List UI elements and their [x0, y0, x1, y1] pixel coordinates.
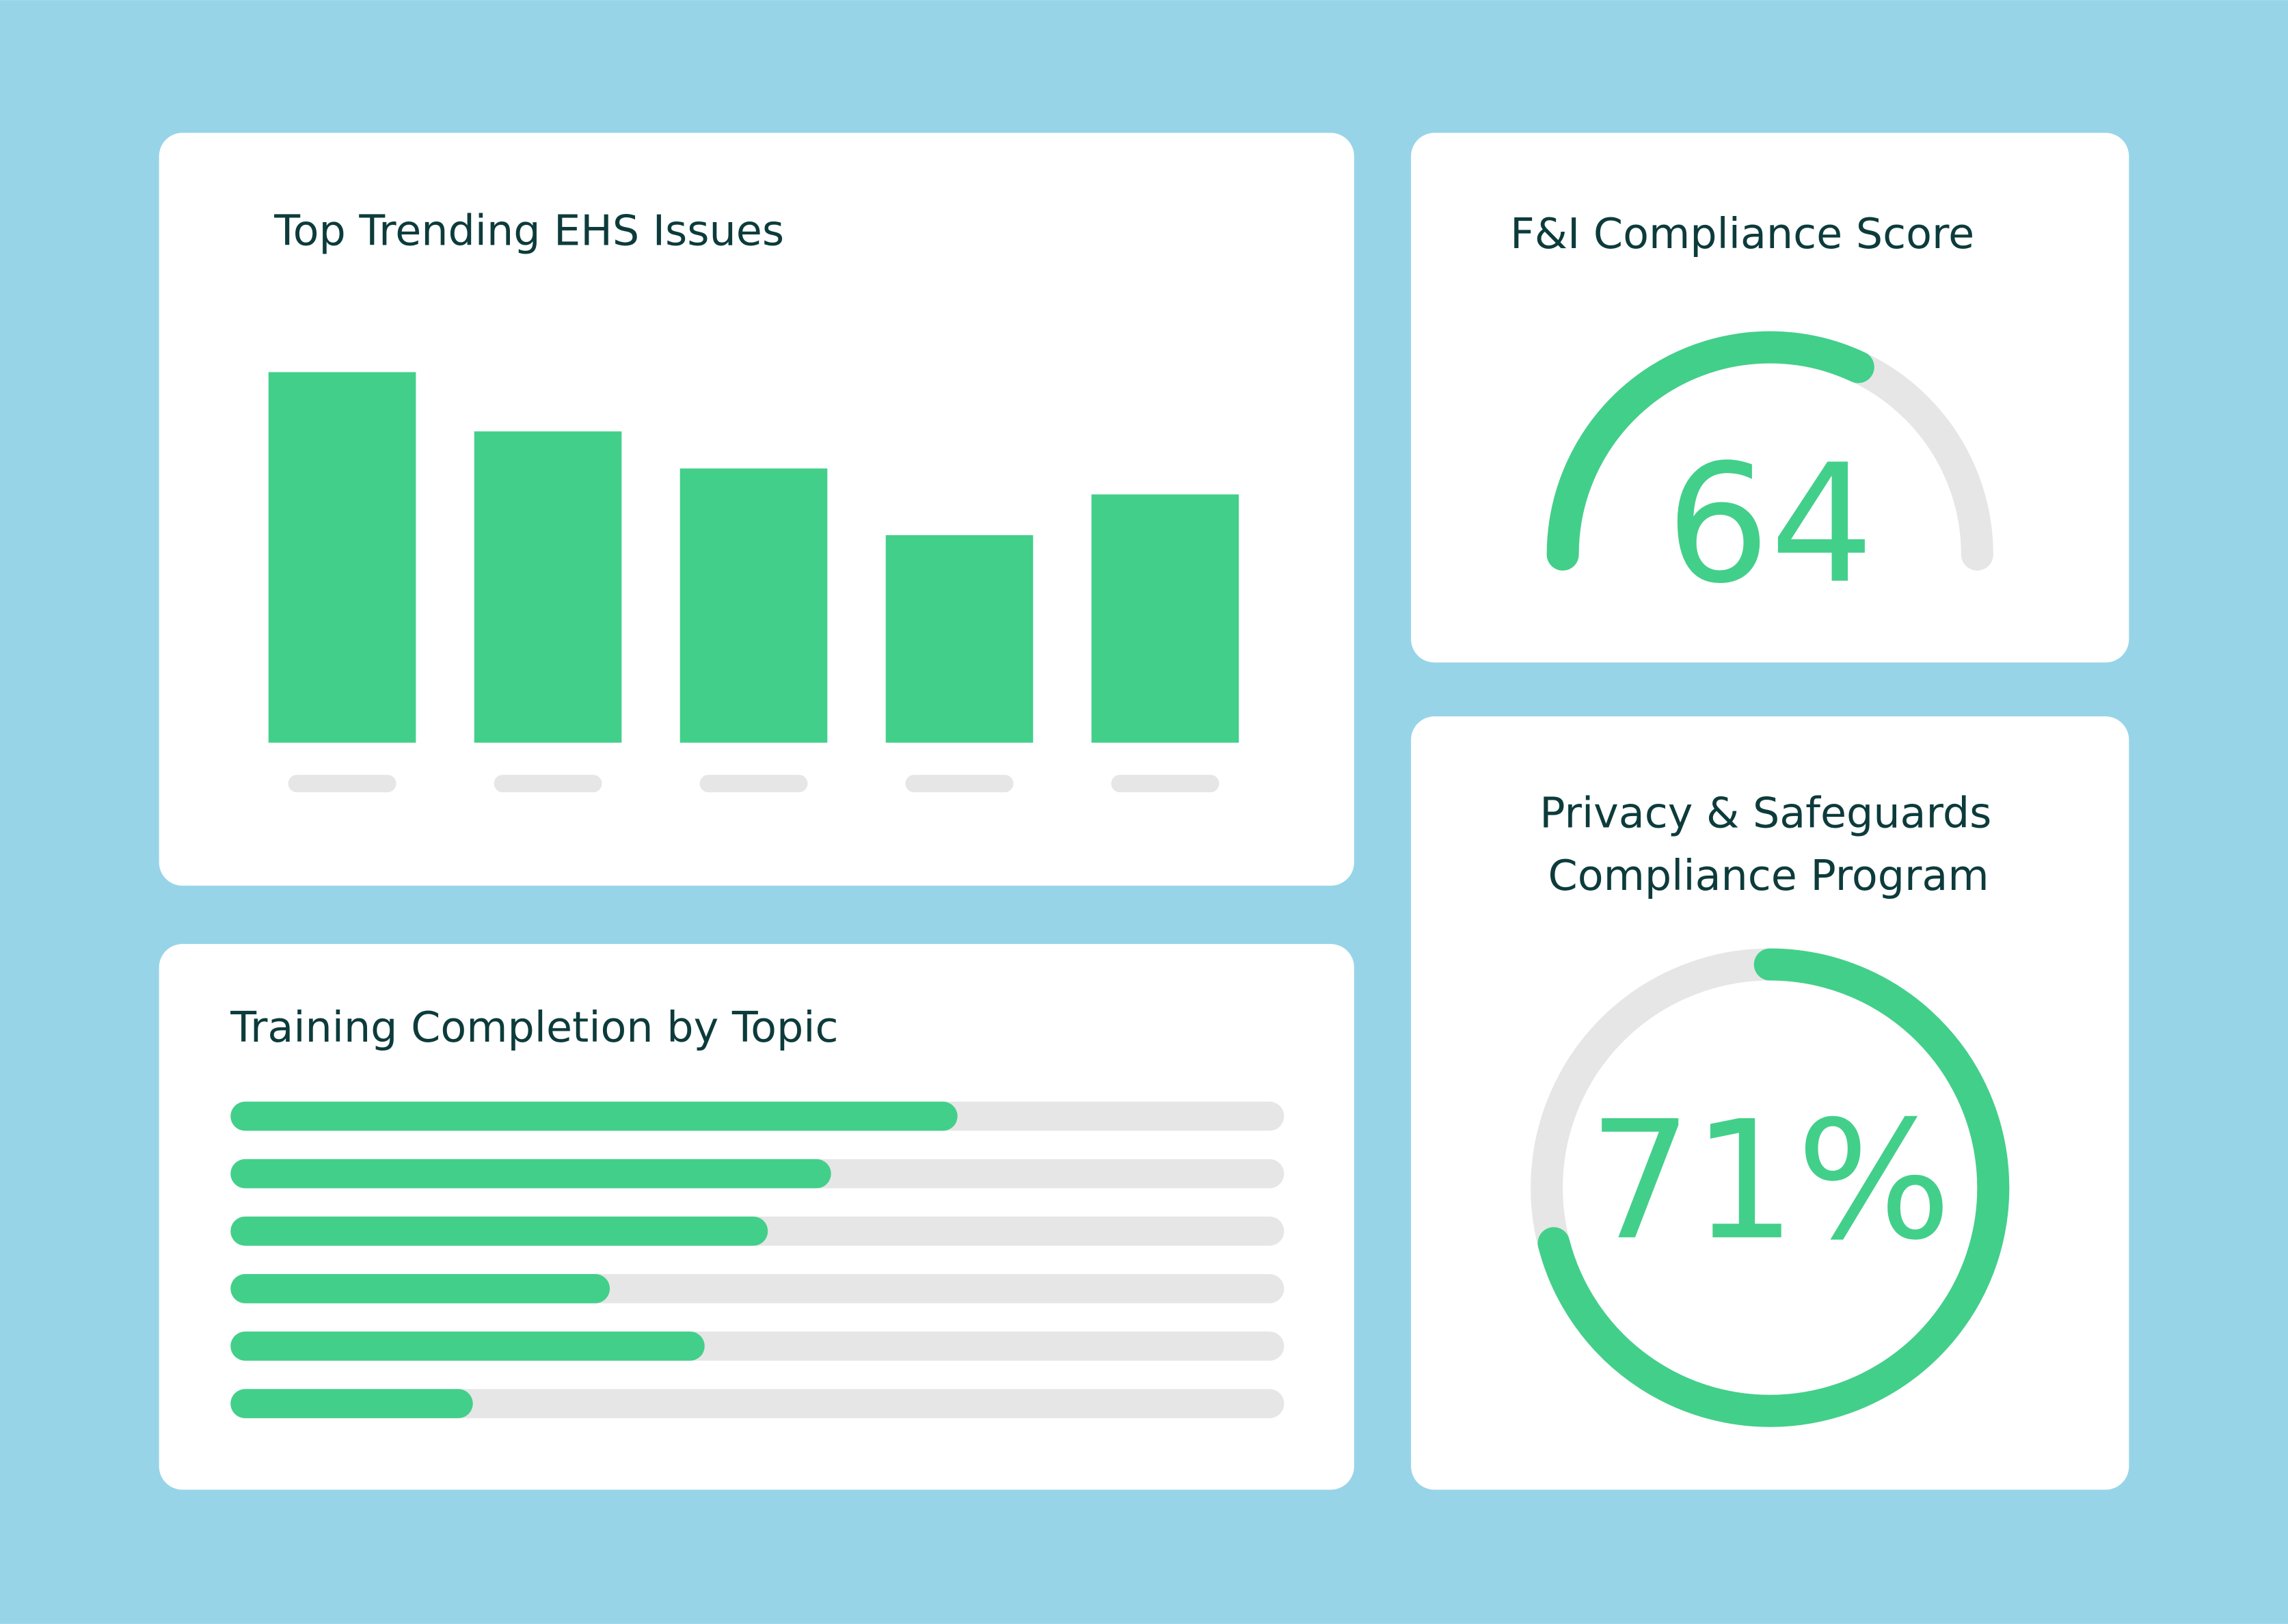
gauge-number: 64: [1666, 430, 1874, 620]
bar: [885, 534, 1034, 743]
bar: [268, 372, 416, 743]
label-placeholder: [494, 774, 602, 793]
label-placeholder: [699, 774, 808, 793]
card-title: Training Completion by Topic: [230, 1003, 838, 1052]
bar: [230, 1101, 958, 1131]
card-title: Compliance Program: [1548, 851, 1989, 900]
donut-value: [1537, 948, 2010, 1427]
bar-track: [230, 1389, 1284, 1418]
card-title: Privacy & Safeguards: [1539, 788, 1991, 837]
label-placeholder: [905, 774, 1014, 793]
bar: [230, 1274, 610, 1303]
card: [1411, 133, 2129, 663]
bar: [230, 1216, 768, 1246]
bar: [1091, 494, 1239, 743]
label-placeholder: [288, 774, 396, 793]
gauge-value: [1546, 331, 1874, 571]
bar: [230, 1389, 473, 1418]
card-title: Top Trending EHS Issues: [273, 206, 784, 256]
bar: [230, 1159, 831, 1189]
bar: [230, 1331, 705, 1361]
donut-number: 71%: [1589, 1086, 1952, 1276]
bar: [679, 468, 828, 743]
label-placeholder: [1111, 774, 1220, 793]
bar: [474, 431, 622, 743]
card-title: F&I Compliance Score: [1510, 209, 1974, 258]
